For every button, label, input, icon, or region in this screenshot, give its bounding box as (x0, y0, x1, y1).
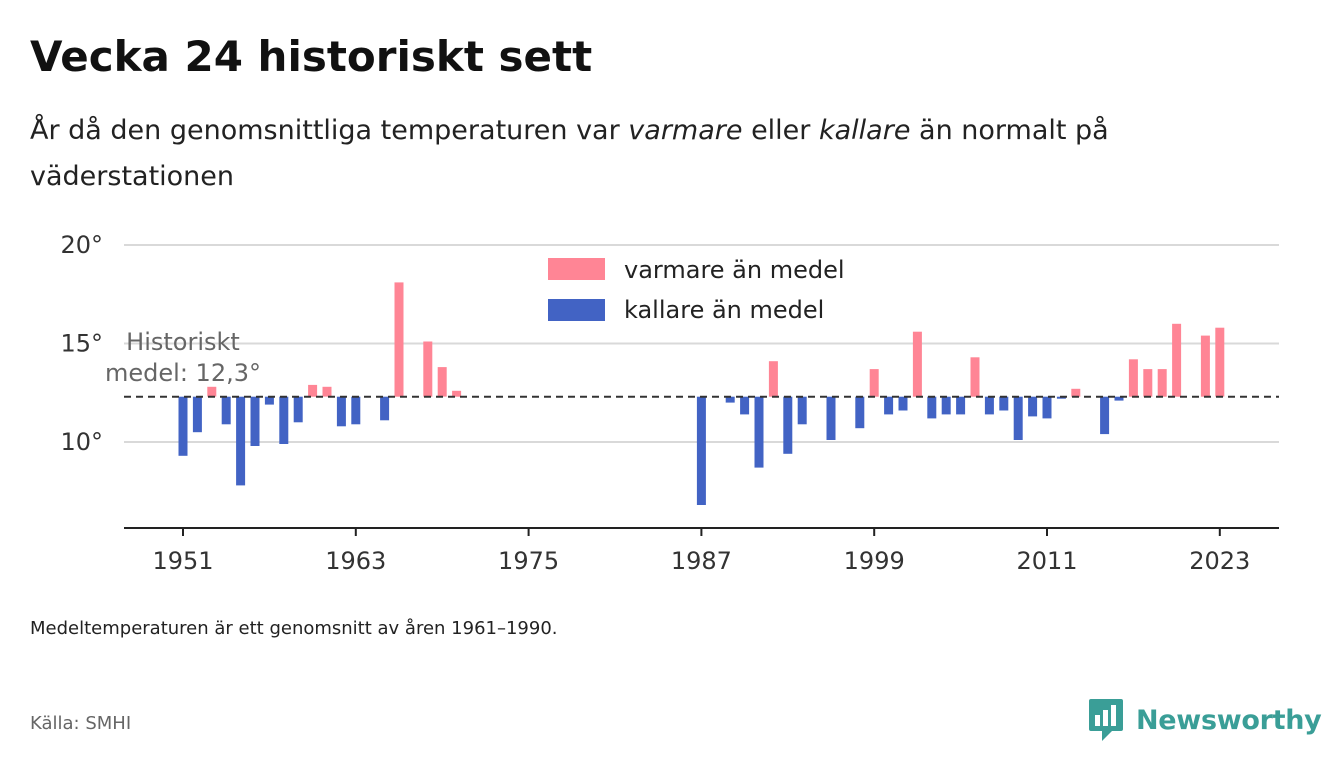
bar-cold (884, 396, 894, 415)
chart-title: Vecka 24 historiskt sett (30, 32, 593, 81)
x-tick-label: 1999 (844, 547, 905, 575)
subtitle-text: År då den genomsnittliga temperaturen va… (30, 115, 629, 146)
chart-subtitle: År då den genomsnittliga temperaturen va… (30, 108, 1280, 200)
bar-cold (1042, 396, 1052, 419)
brand-logo: Newsworthy (1088, 698, 1322, 742)
subtitle-warm-word: varmare (628, 115, 743, 146)
x-axis-ticks: 1951 1963 1975 1987 1999 2011 2023 (152, 528, 1250, 575)
bar-cold (898, 396, 908, 411)
bar-warm (768, 361, 778, 397)
bar-cold (221, 396, 231, 425)
y-tick-label: 20° (60, 231, 103, 259)
bar-cold (293, 396, 303, 423)
bar-cold (178, 396, 188, 456)
x-tick-label: 2011 (1016, 547, 1077, 575)
bar-cold (797, 396, 807, 425)
x-tick-label: 2023 (1189, 547, 1250, 575)
bar-cold (1028, 396, 1038, 417)
y-tick-label: 10° (60, 428, 103, 456)
bar-warm (1215, 327, 1225, 397)
bar-cold (1013, 396, 1023, 440)
bar-warm (452, 390, 462, 397)
x-tick-label: 1963 (325, 547, 386, 575)
legend-label-cold: kallare än medel (624, 296, 824, 324)
bar-cold (725, 396, 735, 403)
bar-warm (308, 384, 318, 397)
newsworthy-logo-icon (1089, 699, 1123, 741)
bar-cold (380, 396, 390, 421)
baseline-label-line2: medel: 12,3° (105, 359, 261, 387)
legend-swatch-cold (548, 299, 605, 321)
x-tick-label: 1975 (498, 547, 559, 575)
bar-cold (984, 396, 994, 415)
bar-cold (754, 396, 764, 468)
bar-warm (322, 386, 332, 397)
bar-warm (970, 357, 980, 397)
bar-cold (740, 396, 750, 415)
bar-cold (941, 396, 951, 415)
bar-warm (1172, 323, 1182, 397)
bar-cold (236, 396, 246, 486)
bars (178, 282, 1225, 505)
bar-cold (250, 396, 260, 446)
bar-warm (423, 341, 433, 397)
bar-warm (869, 369, 879, 397)
bar-cold (999, 396, 1009, 411)
x-tick-label: 1951 (152, 547, 213, 575)
bar-cold (279, 396, 289, 444)
y-tick-label: 15° (60, 330, 103, 358)
subtitle-text: eller (742, 115, 819, 146)
bar-cold (192, 396, 202, 433)
bar-cold (1056, 396, 1066, 399)
bar-warm (437, 367, 447, 397)
bar-cold (264, 396, 274, 405)
chart-note: Medeltemperaturen är ett genomsnitt av å… (30, 618, 558, 639)
bar-warm (207, 386, 217, 397)
legend-swatch-warm (548, 258, 605, 280)
bar-cold (927, 396, 937, 419)
bar-cold (956, 396, 966, 415)
bar-cold (696, 396, 706, 505)
brand-name: Newsworthy (1136, 704, 1322, 736)
y-axis-labels: 10° 15° 20° (60, 231, 103, 456)
subtitle-text: än normalt på väderstationen (30, 115, 1109, 192)
source-credit: Källa: SMHI (30, 713, 132, 734)
bar-warm (1128, 359, 1138, 397)
bar-chart: 10°15°20° Historiskt medel: 12,3° 1951 19… (60, 231, 1279, 575)
bar-cold (1114, 396, 1124, 401)
bar-cold (826, 396, 836, 440)
baseline-label-line1: Historiskt (126, 328, 240, 356)
bar-cold (1100, 396, 1110, 435)
bar-warm (1200, 335, 1210, 397)
bar-cold (855, 396, 865, 429)
bar-warm (1071, 388, 1081, 397)
x-tick-label: 1987 (671, 547, 732, 575)
bar-cold (783, 396, 793, 454)
legend: varmare än medel kallare än medel (548, 256, 845, 324)
bar-cold (351, 396, 361, 425)
bar-warm (1143, 369, 1153, 397)
legend-label-warm: varmare än medel (624, 256, 845, 284)
bar-warm (1157, 369, 1167, 397)
bar-warm (912, 331, 922, 397)
bar-warm (394, 282, 404, 397)
subtitle-cold-word: kallare (818, 115, 911, 146)
bar-cold (336, 396, 346, 427)
